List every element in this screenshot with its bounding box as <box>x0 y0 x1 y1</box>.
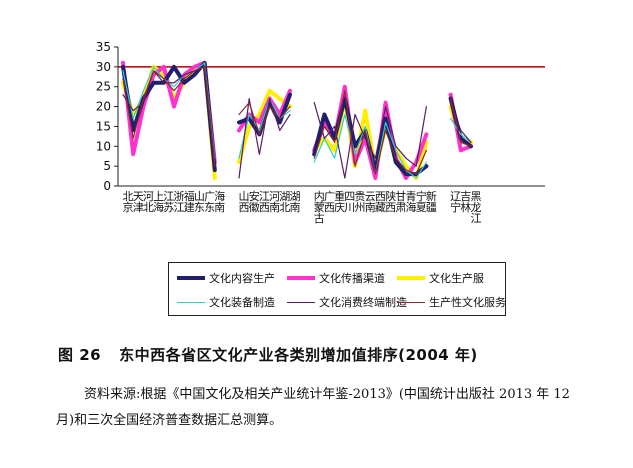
axes: 0 5 10 15 20 25 30 35 <box>96 40 545 193</box>
category-label: 福建 <box>184 189 195 214</box>
y-tick-label: 15 <box>96 119 111 133</box>
legend-item: 文化传播渠道 <box>287 269 385 287</box>
category-label: 广东 <box>204 190 215 214</box>
legend-swatch <box>177 276 205 280</box>
legend-swatch <box>287 301 315 303</box>
category-label: 新疆 <box>426 189 437 214</box>
y-tick-label: 0 <box>103 179 111 193</box>
y-tick-label: 20 <box>96 100 111 114</box>
category-label: 内蒙古 <box>314 189 325 225</box>
legend-item: 文化生产服 <box>397 269 484 287</box>
y-tick-label: 35 <box>96 40 111 54</box>
series-line <box>312 96 429 181</box>
legend-label: 文化内容生产 <box>209 272 275 285</box>
legend-label: 生产性文化服务 <box>429 296 506 309</box>
series-line <box>237 88 292 165</box>
legend-item: 生产性文化服务 <box>397 293 506 311</box>
category-label: 宁夏 <box>416 189 427 214</box>
series-line <box>238 101 291 135</box>
category-label: 山东 <box>194 190 205 214</box>
category-label: 青海 <box>406 190 417 214</box>
series-line <box>450 98 472 147</box>
category-label: 广西 <box>324 190 335 214</box>
category-label: 黑龙江 <box>471 190 482 225</box>
y-tick-label: 30 <box>96 60 111 74</box>
legend-label: 文化消费终端制造 <box>319 296 407 309</box>
series-line <box>313 101 427 179</box>
category-label: 上海 <box>153 190 164 214</box>
category-label: 北京 <box>123 190 134 214</box>
category-label: 山西 <box>239 190 250 214</box>
category-label: 湖北 <box>279 190 290 214</box>
legend-label: 文化装备制造 <box>209 296 275 309</box>
figure-title: 东中西各省区文化产业各类别增加值排序(2004 年) <box>119 346 478 364</box>
category-label: 河北 <box>143 190 154 214</box>
figure-caption: 图 26 东中西各省区文化产业各类别增加值排序(2004 年) <box>58 344 478 365</box>
category-label: 江西 <box>259 190 270 214</box>
category-label: 陕西 <box>385 189 396 214</box>
category-label: 云南 <box>365 190 376 214</box>
y-tick-label: 10 <box>96 139 111 153</box>
legend-item: 文化装备制造 <box>177 293 275 311</box>
y-tick-label: 5 <box>103 159 111 173</box>
category-label: 河南 <box>269 190 280 214</box>
source-note: 资料来源:根据《中国文化及相关产业统计年鉴-2013》(中国统计出版社 2013… <box>56 387 570 428</box>
series-line <box>122 66 216 167</box>
legend-swatch <box>287 276 315 280</box>
legend-swatch <box>397 301 425 303</box>
category-label: 重庆 <box>334 189 345 214</box>
category-label: 四川 <box>344 190 355 214</box>
category-label: 贵州 <box>355 190 366 214</box>
category-label: 浙江 <box>174 190 185 214</box>
category-label: 甘肃 <box>395 190 406 214</box>
legend-swatch <box>397 276 425 280</box>
category-label: 辽宁 <box>450 190 461 214</box>
legend-item: 文化内容生产 <box>177 269 275 287</box>
category-label: 江苏 <box>163 190 174 214</box>
series-line <box>238 98 291 179</box>
series-line <box>313 90 427 175</box>
category-label: 海南 <box>214 189 225 214</box>
series-line <box>450 117 472 143</box>
category-label: 湖南 <box>290 190 301 214</box>
legend-label: 文化传播渠道 <box>319 272 385 285</box>
legend-swatch <box>177 301 205 303</box>
chart-plot: 0 5 10 15 20 25 30 35 北京天津河北上海江苏浙江福建山东广东海南山西安徽江… <box>96 40 545 225</box>
category-label: 西藏 <box>375 190 386 214</box>
category-label: 吉林 <box>460 190 471 214</box>
series-line <box>121 60 217 165</box>
legend-label: 文化生产服 <box>429 272 484 285</box>
y-tick-label: 25 <box>96 80 111 94</box>
legend-item: 文化消费终端制造 <box>287 293 407 311</box>
category-label: 安徽 <box>249 189 260 214</box>
series-lines <box>121 60 473 181</box>
legend: 文化内容生产 文化传播渠道 文化生产服 文化装备制造 文化消费终端制造 生产性文… <box>168 262 506 316</box>
figure-number: 图 26 <box>58 346 102 364</box>
category-label: 天津 <box>133 190 144 214</box>
